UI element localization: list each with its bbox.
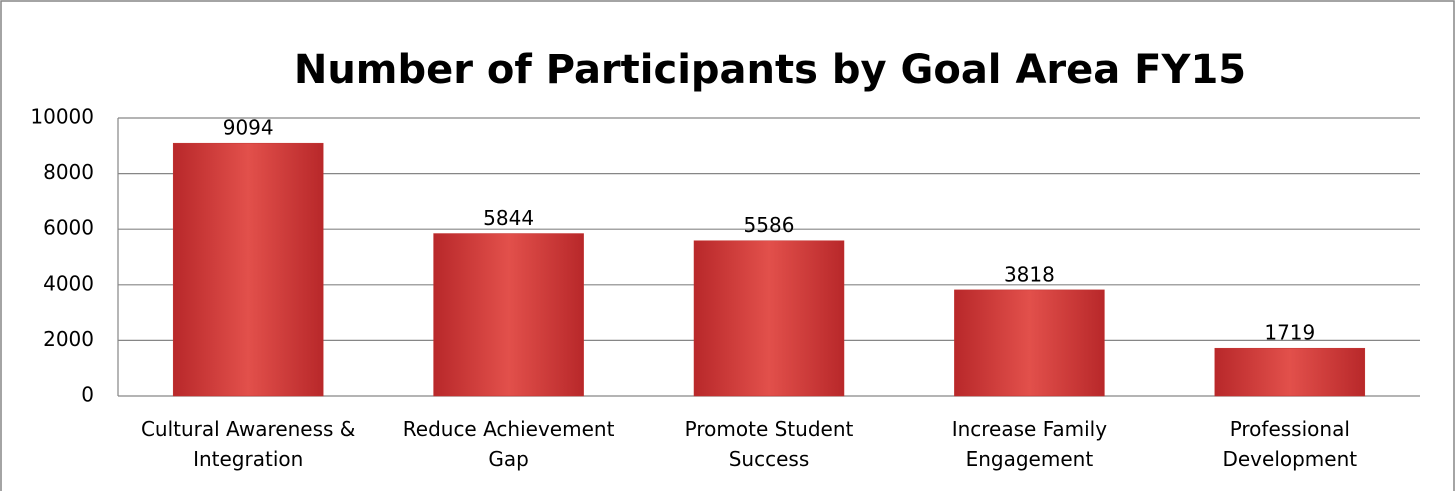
data-label: 3818: [1004, 262, 1055, 286]
chart-title: Number of Participants by Goal Area FY15: [294, 47, 1246, 93]
data-label: 5844: [483, 206, 534, 230]
data-label: 1719: [1264, 321, 1315, 345]
bar: [433, 233, 584, 397]
x-tick-label: Professional Development: [1222, 417, 1358, 471]
y-tick-label: 2000: [43, 327, 94, 351]
data-label: 9094: [223, 116, 274, 140]
bar: [172, 142, 324, 397]
bar: [954, 289, 1105, 397]
x-tick-label: Reduce Achievement Gap: [402, 417, 615, 471]
data-label: 5586: [744, 213, 795, 237]
x-tick-label: Promote Student Success: [684, 417, 854, 471]
y-tick-label: 4000: [43, 271, 94, 295]
y-tick-label: 6000: [43, 216, 94, 240]
y-tick-label: 0: [81, 383, 94, 407]
y-tick-label: 10000: [30, 105, 94, 129]
x-tick-label: Cultural Awareness & Integration: [140, 417, 356, 471]
y-tick-label: 8000: [43, 160, 94, 184]
x-tick-label: Increase Family Engagement: [951, 417, 1108, 471]
bar: [1214, 347, 1366, 397]
bar: [693, 240, 845, 397]
